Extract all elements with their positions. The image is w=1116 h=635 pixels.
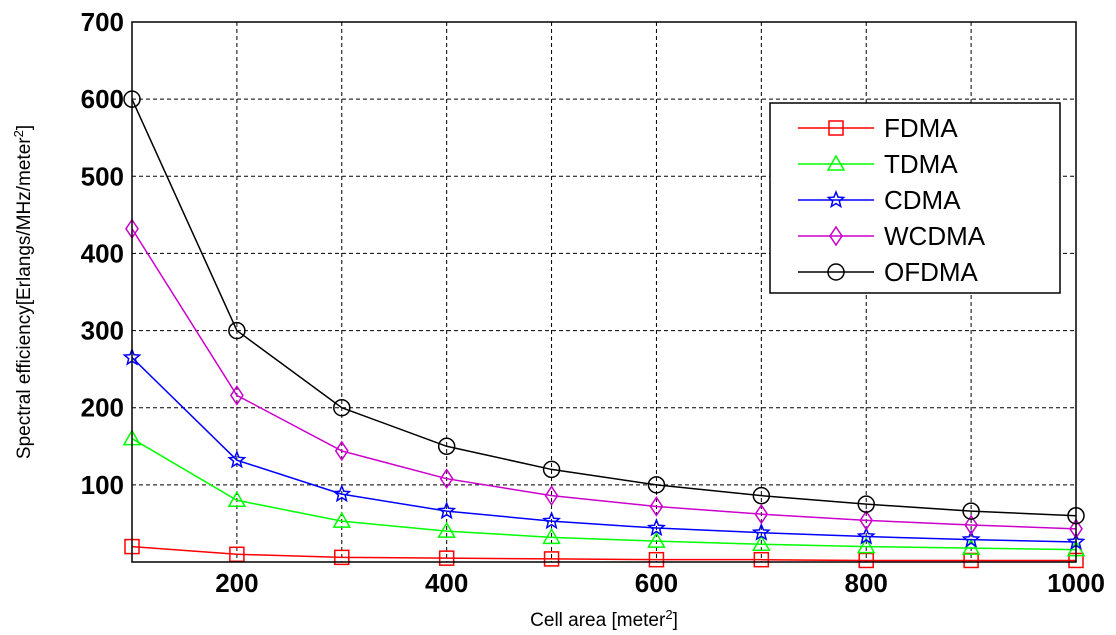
data-point bbox=[964, 514, 979, 536]
legend-label: CDMA bbox=[884, 185, 961, 215]
legend-marker bbox=[826, 154, 846, 171]
plot-frame bbox=[131, 21, 1077, 563]
legend-marker bbox=[829, 225, 843, 247]
legend-marker bbox=[826, 189, 846, 209]
legend: FDMA TDMA CDMA WCDMA OFDMA bbox=[769, 102, 1061, 294]
series-line bbox=[131, 545, 1076, 562]
data-point bbox=[334, 549, 350, 566]
data-point bbox=[439, 468, 454, 490]
y-tick-label: 100 bbox=[81, 470, 124, 500]
data-point bbox=[646, 518, 666, 537]
data-point bbox=[542, 460, 561, 479]
y-tick-label: 200 bbox=[81, 393, 124, 423]
data-point bbox=[648, 551, 665, 568]
series-ofdma bbox=[123, 90, 1085, 525]
legend-entry-ofdma: OFDMA bbox=[798, 257, 979, 287]
x-axis-label: Cell area [meter2] bbox=[530, 607, 678, 632]
data-point bbox=[334, 440, 349, 462]
data-point bbox=[961, 538, 981, 555]
data-point bbox=[857, 495, 875, 513]
tick-labels: 200 400 600 800 1000 100 200 300 400 500 600 700 bbox=[81, 7, 1105, 598]
legend-box bbox=[769, 102, 1061, 294]
y-tick-label: 400 bbox=[81, 238, 124, 268]
legend-label: OFDMA bbox=[884, 257, 979, 287]
data-point bbox=[858, 552, 874, 569]
x-tick-label: 400 bbox=[425, 568, 468, 598]
legend-label: TDMA bbox=[884, 149, 958, 179]
data-point bbox=[542, 511, 562, 530]
legend-entry-cdma: CDMA bbox=[798, 185, 961, 215]
y-tick-label: 300 bbox=[81, 316, 124, 346]
series-line bbox=[131, 228, 1077, 530]
x-tick-label: 600 bbox=[635, 568, 678, 598]
y-tick-label: 500 bbox=[81, 161, 124, 191]
data-point bbox=[859, 509, 874, 531]
x-tick-label: 200 bbox=[215, 568, 258, 598]
grid-lines bbox=[132, 22, 1076, 562]
data-point bbox=[438, 550, 455, 566]
data-point bbox=[229, 385, 244, 406]
data-point bbox=[856, 526, 876, 545]
data-point bbox=[961, 529, 981, 548]
y-tick-label: 600 bbox=[81, 84, 124, 114]
legend-entry-tdma: TDMA bbox=[798, 149, 958, 179]
data-point bbox=[437, 437, 456, 456]
x-tick-label: 800 bbox=[845, 568, 888, 598]
data-point bbox=[752, 534, 771, 552]
data-point bbox=[228, 321, 246, 340]
data-point bbox=[753, 551, 770, 568]
data-point bbox=[856, 537, 876, 554]
data-point bbox=[437, 521, 456, 538]
data-point bbox=[647, 531, 666, 548]
data-point bbox=[752, 486, 771, 505]
y-tick-label: 700 bbox=[81, 7, 124, 37]
data-point bbox=[543, 551, 560, 567]
legend-label: WCDMA bbox=[884, 221, 986, 251]
data-point bbox=[647, 476, 666, 494]
series-line bbox=[131, 437, 1077, 551]
data-point bbox=[333, 398, 351, 417]
legend-marker bbox=[828, 120, 844, 136]
legend-label: FDMA bbox=[884, 113, 958, 143]
y-axis-label: Spectral efficiency[Erlangs/MHz/meter2] bbox=[11, 125, 36, 459]
data-point bbox=[542, 527, 561, 545]
legend-marker bbox=[827, 263, 845, 281]
data-point bbox=[962, 502, 980, 520]
series-line bbox=[131, 98, 1077, 517]
legend-entry-fdma: FDMA bbox=[798, 113, 958, 143]
data-point bbox=[332, 484, 352, 503]
data-point bbox=[751, 522, 771, 541]
data-point bbox=[332, 511, 352, 528]
data-point bbox=[227, 490, 247, 508]
legend-entry-wcdma: WCDMA bbox=[798, 221, 986, 251]
data-point bbox=[754, 503, 769, 525]
data-point bbox=[437, 501, 457, 520]
data-point bbox=[649, 496, 664, 517]
series-layer bbox=[122, 90, 1086, 569]
series-line bbox=[131, 357, 1077, 543]
data-point bbox=[544, 485, 559, 507]
data-point bbox=[227, 450, 247, 469]
x-tick-label: 1000 bbox=[1047, 568, 1105, 598]
